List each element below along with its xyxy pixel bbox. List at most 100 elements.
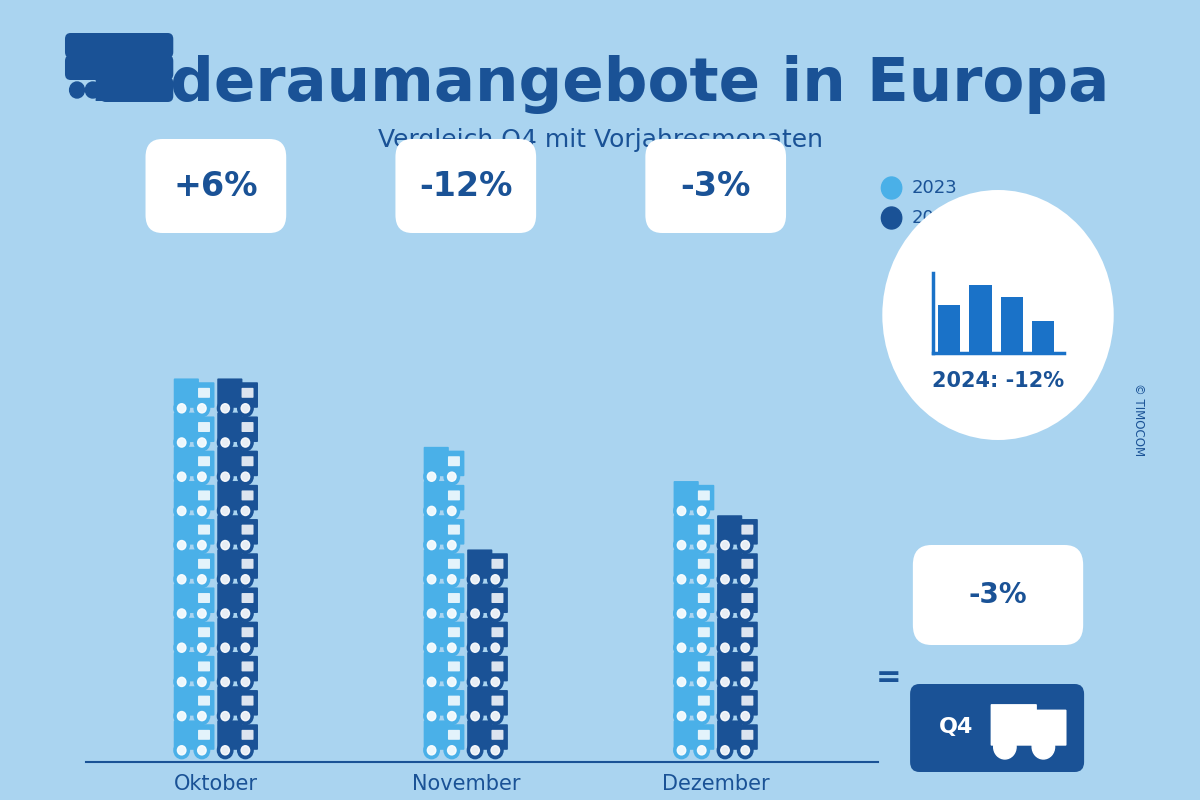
FancyBboxPatch shape [913, 545, 1084, 645]
FancyBboxPatch shape [145, 139, 287, 233]
Circle shape [241, 609, 250, 618]
Circle shape [198, 506, 206, 515]
Circle shape [738, 571, 752, 588]
Circle shape [694, 708, 709, 725]
FancyBboxPatch shape [467, 721, 492, 750]
Circle shape [238, 434, 253, 451]
FancyBboxPatch shape [488, 587, 508, 613]
FancyBboxPatch shape [448, 730, 460, 740]
Circle shape [238, 674, 253, 690]
Circle shape [994, 734, 1016, 759]
Circle shape [470, 678, 479, 686]
Circle shape [448, 472, 456, 482]
Circle shape [194, 708, 210, 725]
FancyBboxPatch shape [718, 652, 743, 682]
Circle shape [718, 742, 733, 758]
Circle shape [238, 537, 253, 554]
FancyBboxPatch shape [698, 627, 710, 637]
FancyBboxPatch shape [467, 652, 492, 682]
FancyBboxPatch shape [196, 485, 215, 510]
FancyBboxPatch shape [673, 618, 698, 647]
Circle shape [217, 639, 233, 656]
FancyBboxPatch shape [445, 690, 464, 716]
FancyBboxPatch shape [174, 550, 199, 579]
FancyBboxPatch shape [910, 684, 1084, 772]
Circle shape [424, 605, 439, 622]
FancyBboxPatch shape [198, 593, 210, 603]
Circle shape [718, 708, 733, 725]
FancyBboxPatch shape [492, 662, 504, 671]
FancyBboxPatch shape [239, 485, 258, 510]
Circle shape [881, 177, 901, 199]
FancyBboxPatch shape [239, 382, 258, 408]
Circle shape [427, 472, 436, 482]
Circle shape [178, 472, 186, 482]
Circle shape [491, 746, 499, 755]
FancyBboxPatch shape [673, 686, 698, 716]
FancyBboxPatch shape [424, 481, 449, 510]
FancyBboxPatch shape [742, 730, 754, 740]
FancyBboxPatch shape [646, 139, 786, 233]
Circle shape [221, 678, 229, 686]
Circle shape [174, 674, 190, 690]
Bar [1032, 321, 1055, 353]
Circle shape [738, 708, 752, 725]
FancyBboxPatch shape [488, 622, 508, 647]
FancyBboxPatch shape [198, 696, 210, 706]
Circle shape [217, 468, 233, 485]
FancyBboxPatch shape [698, 559, 710, 569]
Circle shape [718, 639, 733, 656]
Circle shape [491, 678, 499, 686]
Circle shape [470, 746, 479, 755]
FancyBboxPatch shape [445, 622, 464, 647]
Circle shape [697, 711, 706, 721]
FancyBboxPatch shape [217, 584, 242, 613]
FancyBboxPatch shape [718, 550, 743, 579]
FancyBboxPatch shape [241, 490, 253, 501]
Circle shape [238, 468, 253, 485]
FancyBboxPatch shape [718, 584, 743, 613]
Circle shape [677, 678, 685, 686]
FancyBboxPatch shape [695, 690, 714, 716]
FancyBboxPatch shape [424, 652, 449, 682]
Circle shape [677, 541, 685, 550]
Circle shape [470, 574, 479, 584]
Circle shape [721, 711, 730, 721]
Circle shape [448, 746, 456, 755]
FancyBboxPatch shape [742, 696, 754, 706]
Circle shape [238, 502, 253, 519]
FancyBboxPatch shape [174, 481, 199, 510]
FancyBboxPatch shape [241, 388, 253, 398]
Circle shape [238, 708, 253, 725]
FancyBboxPatch shape [738, 554, 758, 579]
FancyBboxPatch shape [217, 652, 242, 682]
Circle shape [444, 468, 460, 485]
Circle shape [424, 708, 439, 725]
Circle shape [740, 574, 750, 584]
Circle shape [221, 574, 229, 584]
Circle shape [427, 609, 436, 618]
FancyBboxPatch shape [196, 450, 215, 476]
Circle shape [221, 541, 229, 550]
Circle shape [677, 609, 685, 618]
Circle shape [221, 711, 229, 721]
FancyBboxPatch shape [241, 627, 253, 637]
FancyBboxPatch shape [718, 618, 743, 647]
Circle shape [194, 674, 210, 690]
FancyBboxPatch shape [174, 721, 199, 750]
FancyBboxPatch shape [445, 656, 464, 682]
Circle shape [738, 605, 752, 622]
Circle shape [178, 404, 186, 413]
Text: -3%: -3% [968, 581, 1027, 609]
Circle shape [487, 639, 503, 656]
Circle shape [738, 639, 752, 656]
Circle shape [740, 541, 750, 550]
FancyBboxPatch shape [174, 413, 199, 442]
FancyBboxPatch shape [448, 456, 460, 466]
Text: November: November [412, 774, 520, 794]
Circle shape [221, 609, 229, 618]
Circle shape [448, 506, 456, 515]
Circle shape [178, 678, 186, 686]
FancyBboxPatch shape [492, 593, 504, 603]
Circle shape [85, 82, 100, 98]
